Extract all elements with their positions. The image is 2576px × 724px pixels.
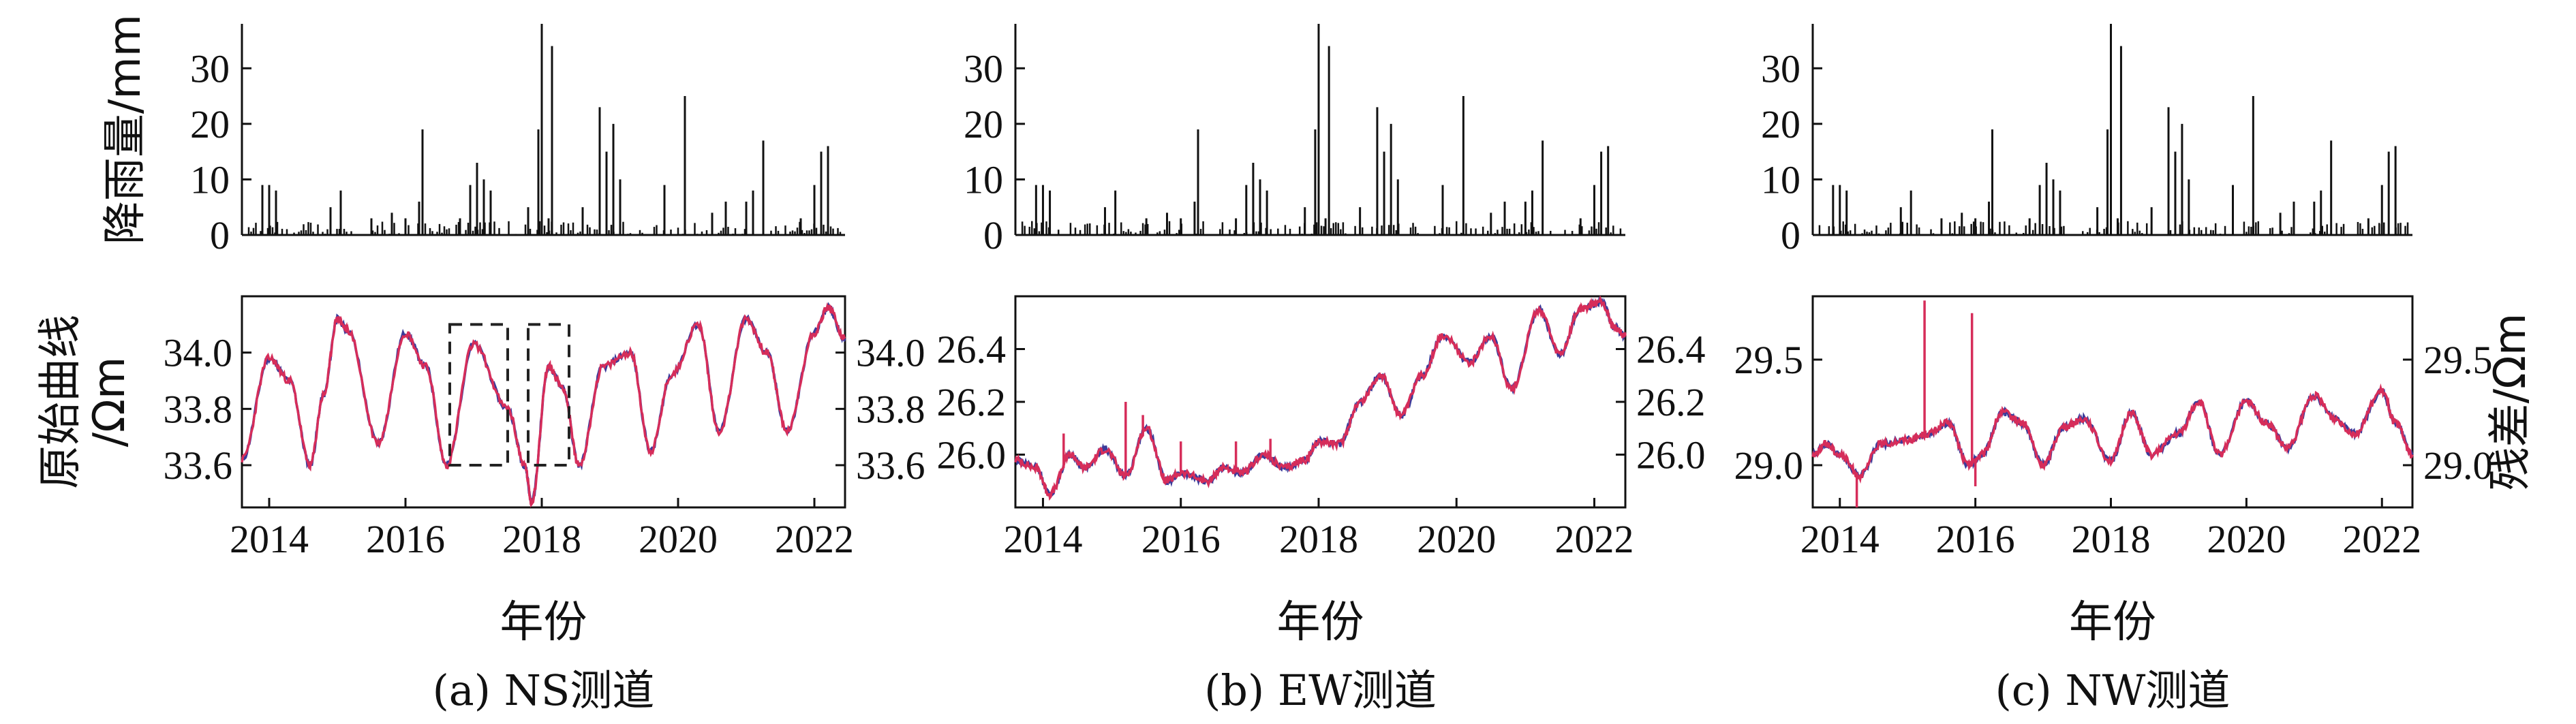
curve-ytick-left-label: 29.0 <box>1734 443 1804 488</box>
xlabel: 年份 <box>1277 597 1364 648</box>
rain-ytick-label: 0 <box>210 213 230 257</box>
rain-ytick-label: 10 <box>964 157 1003 202</box>
panel-caption: (b) EW测道 <box>1204 665 1437 715</box>
curve-xtick-label: 2020 <box>1417 517 1496 561</box>
curve-xtick-label: 2018 <box>1279 517 1358 561</box>
curve-xtick-label: 2014 <box>1800 517 1880 561</box>
rain-ytick-label: 0 <box>983 213 1003 257</box>
panel-caption: (a) NS测道 <box>433 665 655 715</box>
highlight-box <box>527 323 570 467</box>
curve-ytick-left-label: 29.5 <box>1734 338 1804 382</box>
curve-ytick-right-label: 26.2 <box>1636 380 1706 424</box>
xlabel: 年份 <box>500 597 587 648</box>
xlabel: 年份 <box>2069 597 2156 648</box>
curve-ytick-right-label: 29.0 <box>2423 443 2493 488</box>
curve-xtick-label: 2018 <box>2072 517 2151 561</box>
curve-ytick-left-label: 34.0 <box>164 331 233 375</box>
panel-b: 0 10 20 30 26.0 26.2 26.4 26.0 26.2 26.4 2014 2016 2… <box>937 24 1706 715</box>
curve-xtick-label: 2022 <box>2342 517 2421 561</box>
curve-xtick-label: 2016 <box>366 517 445 561</box>
curve-ylabel: 原始曲线 <box>35 315 86 489</box>
curve-ylabel: /Ωm <box>85 357 135 447</box>
rain-ytick-label: 30 <box>1761 46 1800 91</box>
curve-ytick-left-label: 26.4 <box>937 328 1007 372</box>
curve-ytick-right-label: 29.5 <box>2423 338 2493 382</box>
curve-ytick-left-label: 26.0 <box>937 433 1007 477</box>
curve-xtick-label: 2022 <box>775 517 854 561</box>
curve-frame <box>1014 295 1627 509</box>
curve-xtick-label: 2016 <box>1141 517 1221 561</box>
rain-ytick-label: 10 <box>190 157 230 202</box>
curve-xtick-label: 2020 <box>2207 517 2286 561</box>
curve-xtick-label: 2018 <box>502 517 581 561</box>
rain-ytick-label: 30 <box>190 46 230 91</box>
curve-ytick-left-label: 33.8 <box>164 387 233 431</box>
panel-caption: (c) NW测道 <box>1995 665 2230 715</box>
original-line <box>1014 295 1627 501</box>
original-line <box>241 302 846 508</box>
curve-frame <box>241 295 846 509</box>
curve-ytick-right-label: 26.0 <box>1636 433 1706 477</box>
curve-ytick-right-label: 26.4 <box>1636 328 1706 372</box>
curve-xtick-label: 2022 <box>1554 517 1634 561</box>
curve-ytick-right-label: 33.8 <box>856 387 925 431</box>
curve-frame <box>1811 295 2414 509</box>
curve-xtick-label: 2020 <box>639 517 718 561</box>
curve-xtick-label: 2016 <box>1936 517 2015 561</box>
rain-ylabel: 降雨量/mm <box>100 14 151 245</box>
rain-ytick-label: 20 <box>190 102 230 146</box>
rain-ytick-label: 20 <box>964 102 1003 146</box>
panel-c: 0 10 20 30 29.0 29.5 29.0 29.5 2014 2016 2018 2020 2… <box>1734 24 2536 715</box>
curve-xtick-label: 2014 <box>1003 517 1082 561</box>
curve-ytick-right-label: 33.6 <box>856 443 925 488</box>
rain-ytick-label: 20 <box>1761 102 1800 146</box>
curve-ytick-left-label: 26.2 <box>937 380 1007 424</box>
residual-line <box>1015 296 1627 497</box>
rain-ytick-label: 0 <box>1781 213 1800 257</box>
highlight-box <box>448 323 509 467</box>
curve-ytick-right-label: 34.0 <box>856 331 925 375</box>
rain-ytick-label: 10 <box>1761 157 1800 202</box>
residual-ylabel: 残差/Ωm <box>2485 313 2536 491</box>
rain-ytick-label: 30 <box>964 46 1003 91</box>
panel-a: 0 10 20 30 降雨量/mm 33.6 33.8 34.0 33.6 33.8 34.0 201… <box>35 14 925 715</box>
curve-ytick-left-label: 33.6 <box>164 443 233 488</box>
original-line <box>1811 383 2414 484</box>
curve-xtick-label: 2014 <box>230 517 309 561</box>
